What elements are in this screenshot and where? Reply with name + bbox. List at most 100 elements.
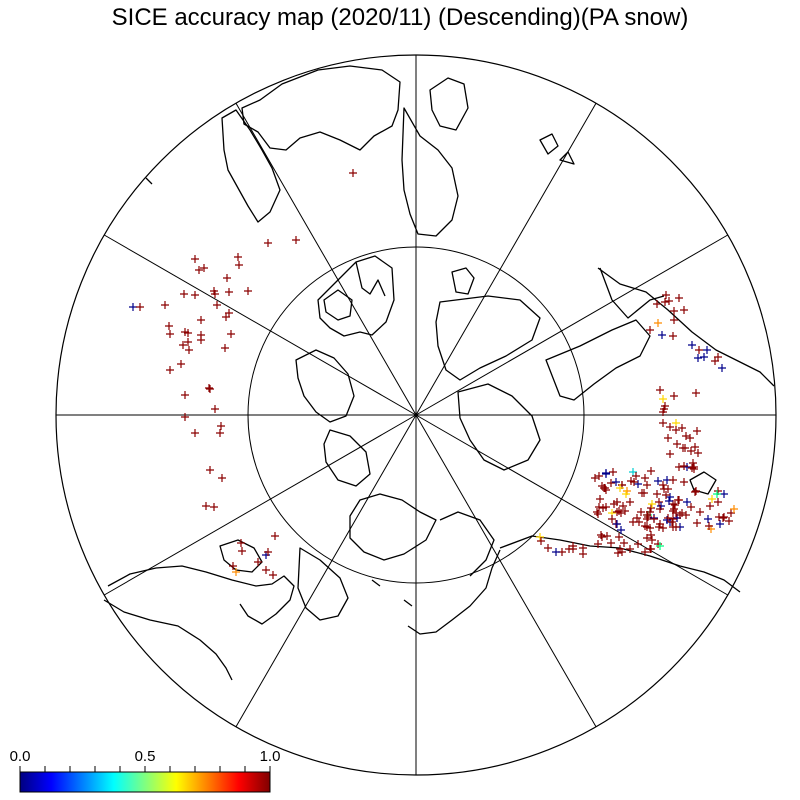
station-marker	[216, 429, 224, 437]
station-marker	[161, 301, 169, 309]
station-marker	[708, 495, 716, 503]
station-marker	[705, 522, 713, 530]
station-marker	[191, 255, 199, 263]
station-marker	[180, 290, 188, 298]
station-marker	[166, 330, 174, 338]
station-marker	[620, 539, 628, 547]
station-marker	[222, 313, 230, 321]
coast-eurasia-north	[597, 267, 775, 387]
coast-kamchatka	[439, 511, 495, 577]
station-marker	[633, 514, 641, 522]
station-marker	[688, 341, 696, 349]
station-marker	[714, 498, 722, 506]
station-marker	[647, 531, 655, 539]
coastlines	[103, 65, 775, 681]
station-marker	[672, 426, 680, 434]
coast-eurasia-east	[599, 267, 665, 319]
meridian-line	[415, 234, 729, 416]
station-marker	[713, 490, 721, 498]
station-marker	[613, 520, 621, 528]
station-marker	[200, 264, 208, 272]
station-marker	[227, 330, 235, 338]
station-marker	[643, 481, 651, 489]
station-marker	[349, 169, 357, 177]
station-marker	[691, 443, 699, 451]
station-marker	[687, 447, 695, 455]
coast-eurasia-south	[499, 535, 741, 593]
station-marker	[614, 549, 622, 557]
coast-greenland-detail	[355, 261, 386, 297]
station-marker	[641, 548, 649, 556]
station-marker	[648, 500, 656, 508]
station-marker	[659, 524, 667, 532]
station-marker	[693, 519, 701, 527]
station-marker	[616, 484, 624, 492]
station-marker	[670, 307, 678, 315]
station-marker	[210, 503, 218, 511]
station-marker	[211, 290, 219, 298]
coast-small-islands	[145, 133, 575, 607]
station-marker	[659, 395, 667, 403]
station-marker	[647, 467, 655, 475]
station-marker	[206, 466, 214, 474]
coast-alaska	[107, 565, 295, 625]
meridian-line	[103, 414, 417, 596]
station-marker	[654, 319, 662, 327]
station-marker	[579, 550, 587, 558]
station-marker	[229, 562, 237, 570]
station-marker	[725, 517, 733, 525]
coast-scandinavia	[545, 319, 651, 401]
station-marker	[704, 515, 712, 523]
station-marker	[703, 346, 711, 354]
coast-islands-upper	[429, 77, 469, 131]
station-marker	[672, 419, 680, 427]
station-marker	[696, 508, 704, 516]
colorbar-ticks	[19, 766, 271, 772]
station-marker	[211, 405, 219, 413]
station-marker	[646, 508, 654, 516]
station-marker	[593, 508, 601, 516]
colorbar	[19, 766, 271, 793]
station-marker	[695, 346, 703, 354]
station-marker	[600, 484, 608, 492]
station-marker	[691, 488, 699, 496]
station-marker	[602, 469, 610, 477]
station-marker	[626, 545, 634, 553]
coast-franz-josef	[435, 295, 541, 381]
coast-siberia-lower	[407, 549, 501, 635]
station-marker	[221, 344, 229, 352]
station-marker	[650, 515, 658, 523]
station-marker	[680, 462, 688, 470]
station-marker	[218, 474, 226, 482]
station-marker	[181, 413, 189, 421]
station-marker	[612, 478, 620, 486]
station-marker	[292, 236, 300, 244]
station-marker	[671, 501, 679, 509]
station-marker	[683, 498, 691, 506]
meridian-line	[415, 102, 597, 416]
station-marker	[225, 288, 233, 296]
station-marker	[185, 346, 193, 354]
station-marker	[603, 532, 611, 540]
station-marker	[714, 353, 722, 361]
station-marker	[682, 511, 690, 519]
colorbar-gradient	[19, 771, 271, 793]
station-marker	[656, 386, 664, 394]
station-marker	[634, 540, 642, 548]
station-marker	[262, 566, 270, 574]
station-marker	[177, 360, 185, 368]
station-marker	[646, 326, 654, 334]
station-marker	[720, 490, 728, 498]
station-marker	[244, 287, 252, 295]
station-marker	[718, 364, 726, 372]
station-marker	[191, 429, 199, 437]
station-marker	[609, 468, 617, 476]
station-marker	[166, 366, 174, 374]
meridian-line	[415, 414, 729, 596]
station-marker	[619, 502, 627, 510]
station-marker	[672, 509, 680, 517]
station-marker	[197, 316, 205, 324]
station-marker	[666, 450, 674, 458]
station-marker	[129, 303, 137, 311]
coast-hudson-bay	[221, 109, 281, 223]
